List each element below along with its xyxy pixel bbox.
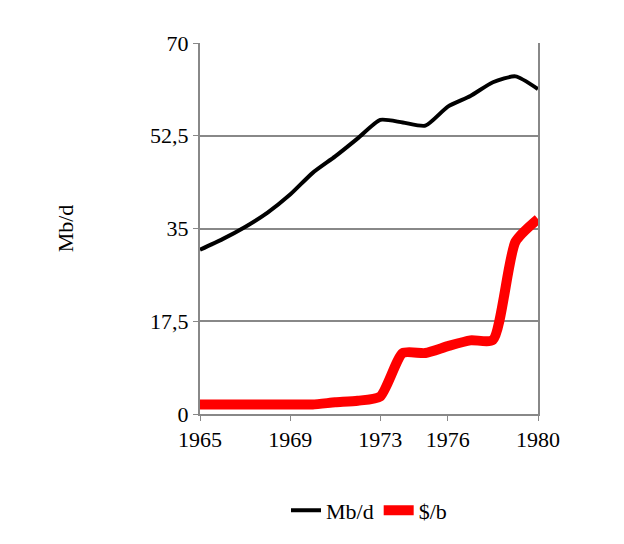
svg-text:$/b: $/b [419,499,447,524]
svg-text:Mb/d: Mb/d [53,205,78,253]
svg-text:1965: 1965 [178,427,222,452]
svg-text:1980: 1980 [516,427,560,452]
svg-text:1969: 1969 [268,427,312,452]
svg-text:1973: 1973 [358,427,402,452]
svg-text:0: 0 [178,402,189,427]
svg-text:35: 35 [167,216,189,241]
svg-text:70: 70 [167,31,189,56]
svg-text:Mb/d: Mb/d [326,499,374,524]
svg-text:17,5: 17,5 [150,309,189,334]
svg-text:1976: 1976 [426,427,470,452]
svg-text:52,5: 52,5 [150,123,189,148]
